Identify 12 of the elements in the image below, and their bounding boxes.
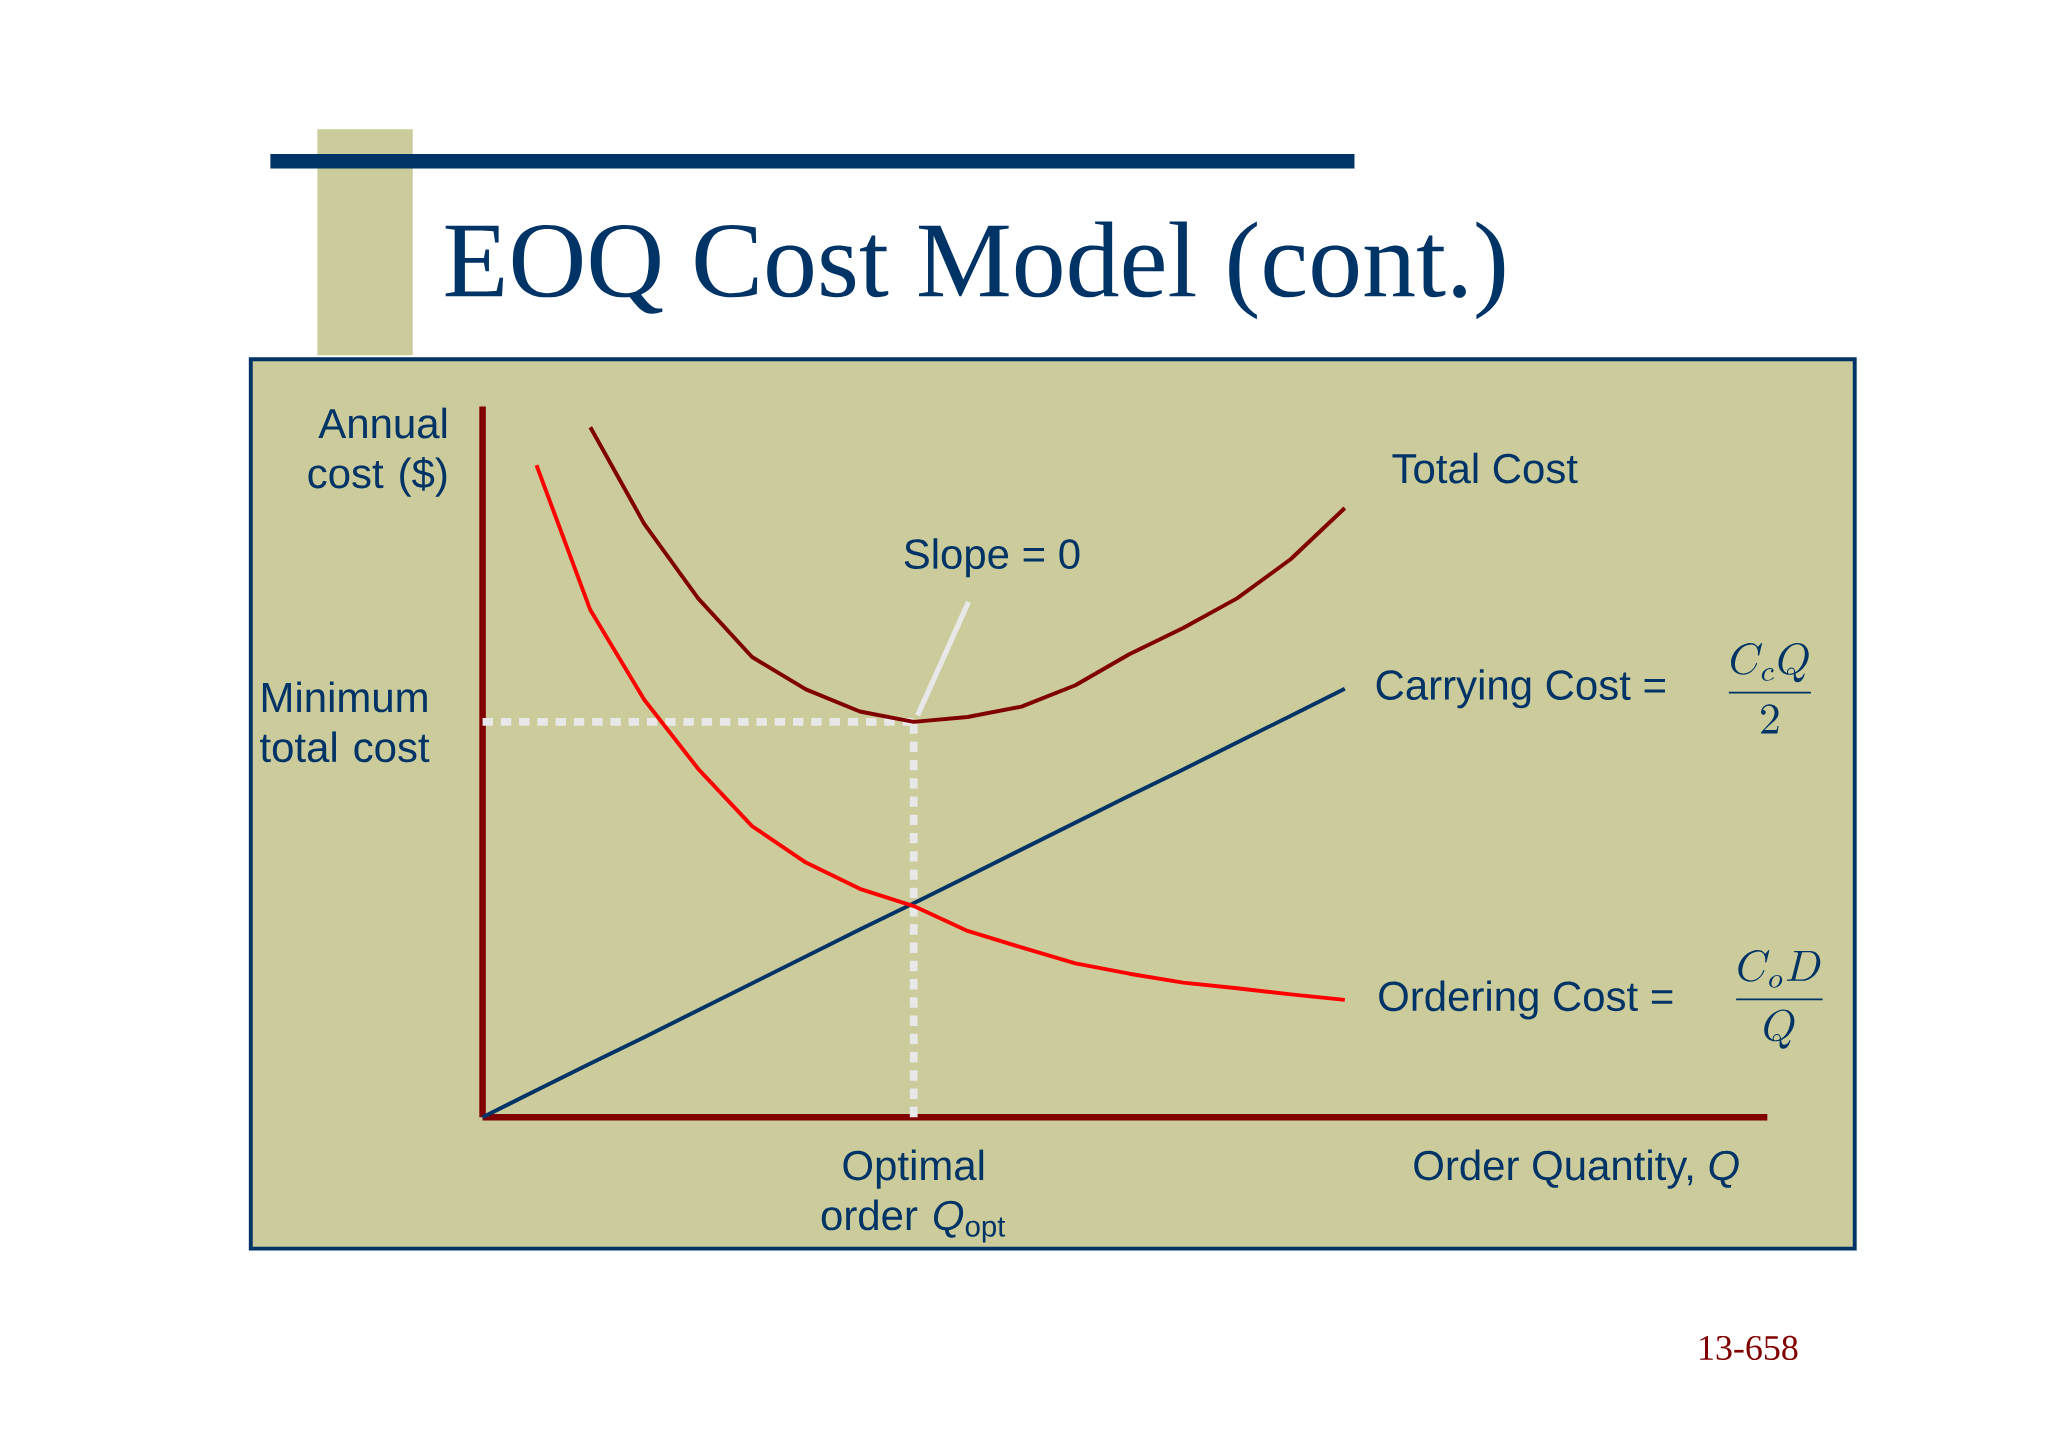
series-label: Total Cost [1392, 452, 1578, 484]
ref-line-label: Minimum total cost [260, 681, 430, 763]
series-label: Carrying Cost = [1376, 669, 1665, 709]
chart-title: EOQ Cost Model (cont.) [445, 221, 1505, 320]
text: 13-658 [1700, 1335, 1798, 1360]
x-axis-title: Order Quantity, Q [1414, 1149, 1739, 1189]
y-axis-title: Annual cost ($) [308, 407, 447, 497]
text: $\dfrac{C_c Q}{2}$ [1728, 642, 1811, 734]
series-label: Ordering Cost = [1379, 980, 1673, 1020]
annotation: Slope = 0 [904, 538, 1080, 578]
text: $\dfrac{C_o D}{Q}$ [1736, 949, 1823, 1049]
text: Optimal order Q$_{opt}$ [821, 1149, 1006, 1243]
